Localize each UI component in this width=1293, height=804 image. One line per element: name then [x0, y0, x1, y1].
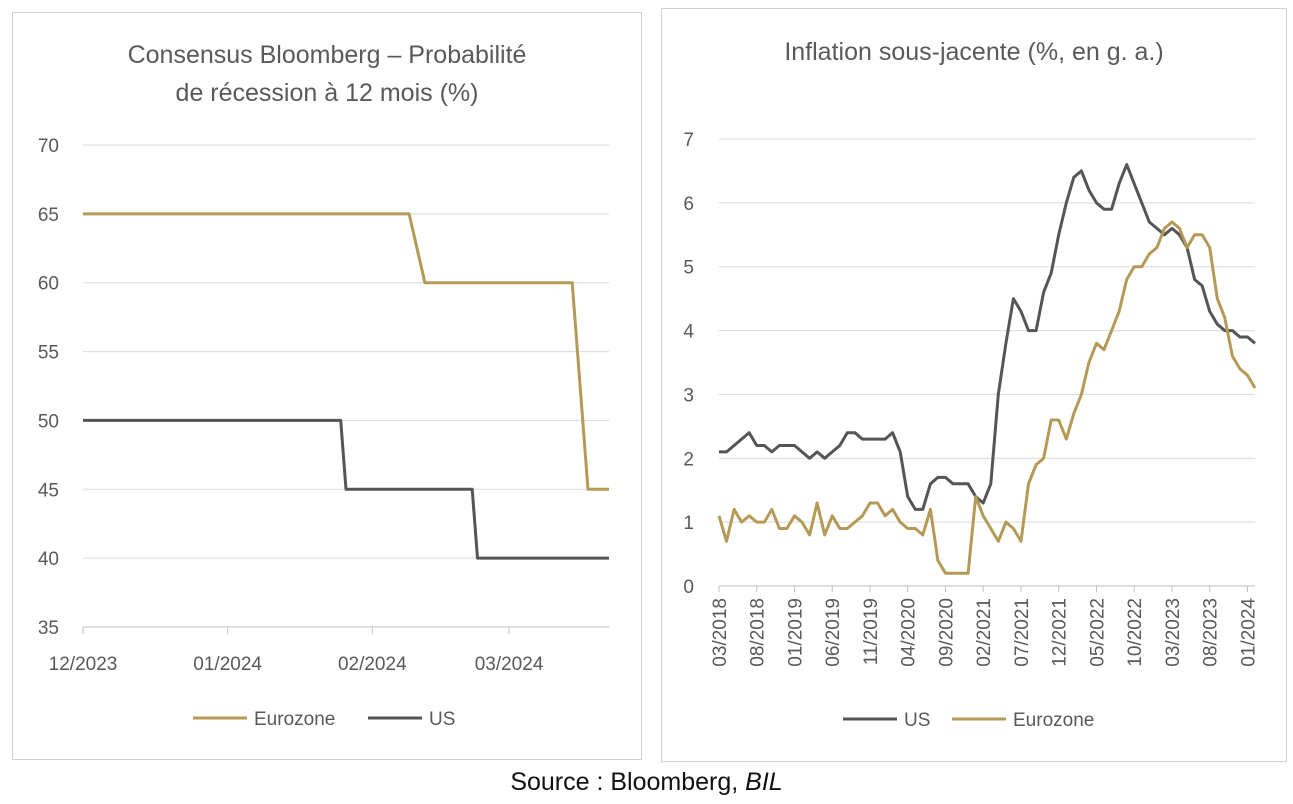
recession-probability-chart: Consensus Bloomberg – Probabilité de réce… [38, 41, 609, 730]
x-tick-label: 01/2024 [1238, 598, 1259, 667]
y-tick-label: 0 [683, 577, 694, 598]
y-tick-label: 45 [38, 480, 59, 501]
x-tick-label: 09/2020 [936, 598, 957, 667]
y-tick-label: 55 [38, 343, 59, 364]
x-tick-label: 03/2024 [475, 654, 544, 675]
y-tick-label: 5 [683, 258, 694, 279]
series-line-eurozone [83, 212, 609, 491]
y-tick-label: 6 [683, 194, 694, 215]
series-line-us [719, 163, 1256, 511]
source-text: Source : Bloomberg, [510, 768, 746, 796]
x-tick-label: 02/2024 [338, 654, 407, 675]
legend-label-us: US [904, 710, 930, 731]
x-tick-label: 07/2021 [1012, 598, 1033, 667]
source-italic-text: BIL [745, 768, 783, 796]
chart-title-line: de récession à 12 mois (%) [176, 79, 479, 107]
y-tick-label: 65 [38, 205, 59, 226]
x-tick-label: 03/2023 [1163, 598, 1184, 667]
y-tick-label: 1 [683, 513, 694, 534]
x-tick-label: 04/2020 [899, 598, 920, 667]
x-tick-label: 06/2019 [823, 598, 844, 667]
series-line-eurozone [717, 220, 1257, 575]
y-tick-label: 2 [683, 449, 694, 470]
y-tick-label: 60 [38, 274, 59, 295]
source-note: Source : Bloomberg, BIL [0, 768, 1293, 797]
chart-title-line: Consensus Bloomberg – Probabilité [128, 41, 527, 69]
y-tick-label: 4 [683, 322, 694, 343]
x-tick-label: 08/2018 [748, 598, 769, 667]
y-tick-label: 40 [38, 549, 59, 570]
recession-probability-chart-panel: Consensus Bloomberg – Probabilité de réce… [12, 12, 642, 760]
x-tick-label: 01/2019 [785, 598, 806, 667]
core-inflation-chart: Inflation sous-jacente (%, en g. a.) 0 1 2 3… [683, 38, 1259, 731]
y-tick-label: 50 [38, 411, 59, 432]
y-tick-label: 35 [38, 618, 59, 639]
legend-label-eurozone: Eurozone [1013, 710, 1094, 731]
x-tick-label: 05/2022 [1087, 598, 1108, 667]
x-tick-label: 10/2022 [1125, 598, 1146, 667]
x-tick-label: 12/2023 [49, 654, 118, 675]
x-tick-label: 03/2018 [710, 598, 731, 667]
chart-title-line: Inflation sous-jacente (%, en g. a.) [784, 38, 1163, 66]
legend-label-eurozone: Eurozone [254, 709, 335, 730]
series-line-us [83, 418, 609, 560]
x-tick-label: 11/2019 [861, 598, 882, 665]
x-tick-label: 02/2021 [974, 598, 995, 667]
x-tick-label: 12/2021 [1050, 598, 1071, 667]
x-tick-label: 01/2024 [193, 654, 262, 675]
core-inflation-chart-panel: Inflation sous-jacente (%, en g. a.) 0 1 2 3… [661, 8, 1287, 762]
y-tick-label: 7 [683, 130, 694, 151]
y-tick-label: 3 [683, 385, 694, 406]
legend-label-us: US [429, 709, 455, 730]
y-tick-label: 70 [38, 136, 59, 157]
x-tick-label: 08/2023 [1201, 598, 1222, 667]
